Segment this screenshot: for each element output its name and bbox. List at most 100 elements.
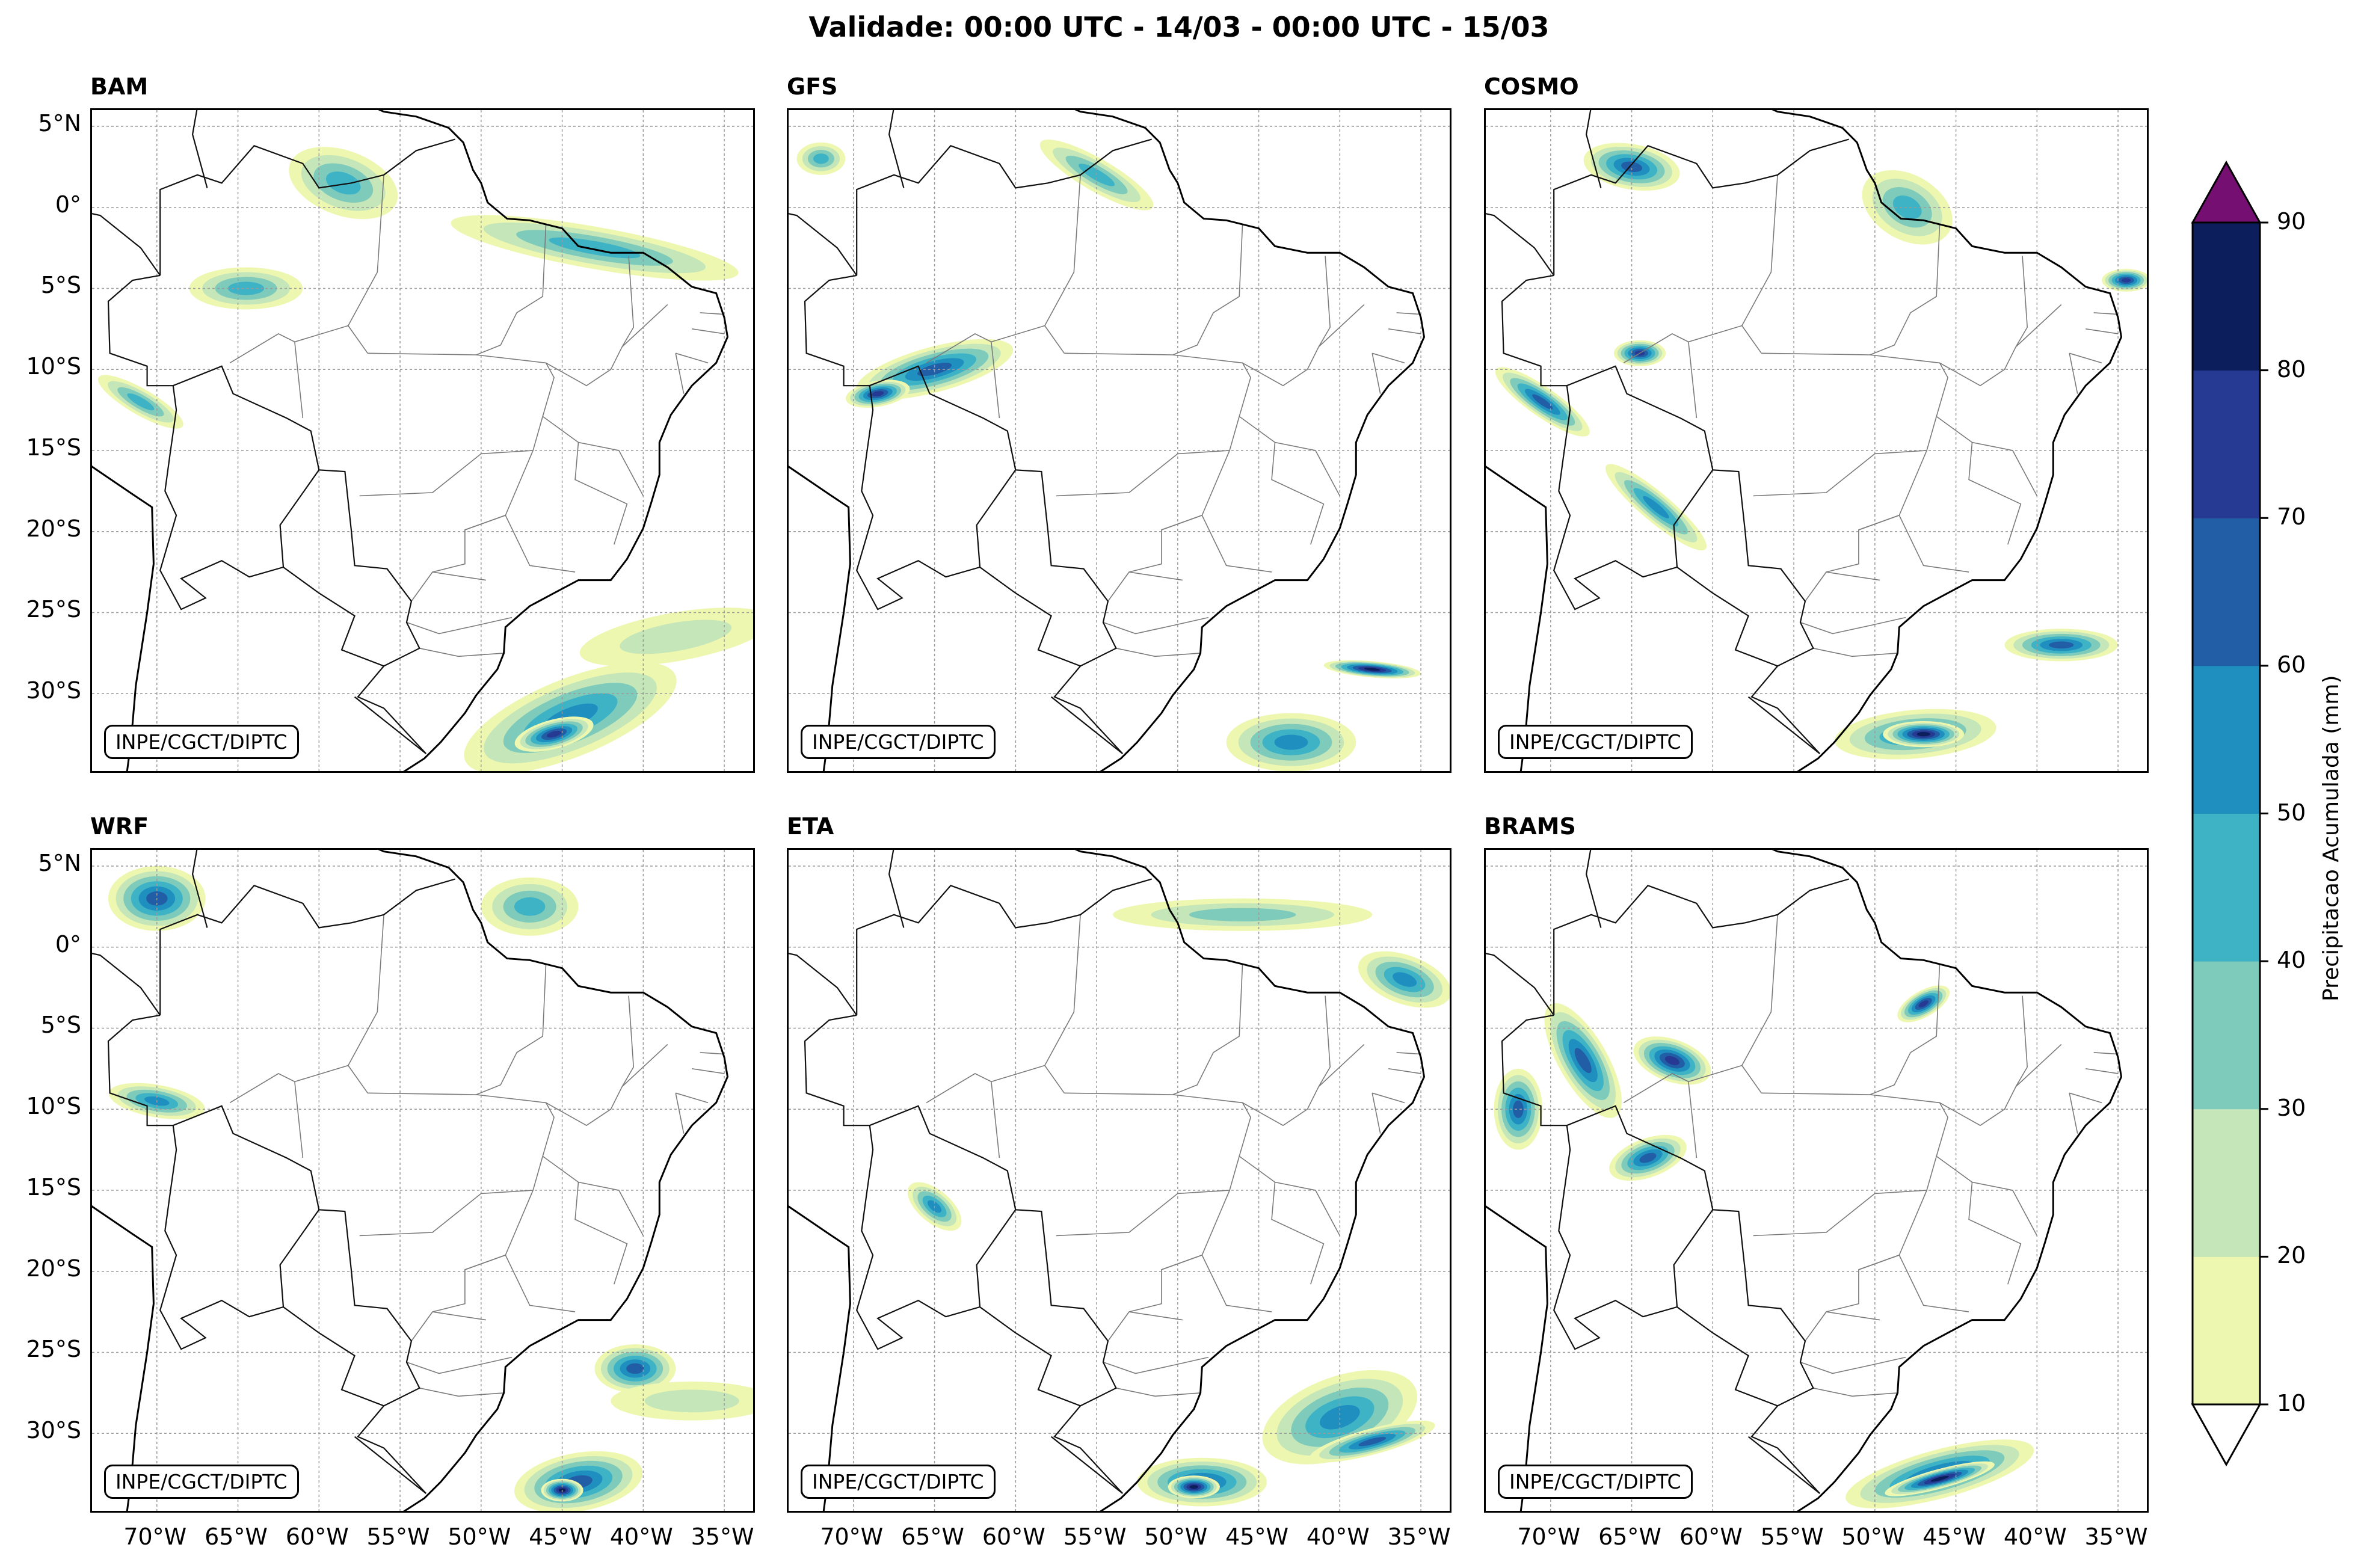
- state-border: [1371, 1092, 1405, 1104]
- state-border: [406, 616, 513, 635]
- lat-tick-label: 25°S: [26, 596, 81, 623]
- state-border: [2086, 1068, 2119, 1074]
- lat-tick-label: 15°S: [26, 1173, 81, 1201]
- country-border: [856, 386, 1017, 610]
- state-border: [1271, 1182, 1325, 1285]
- coastline: [1074, 850, 1426, 1511]
- precip-cell-2-level-5: [2049, 641, 2074, 649]
- state-border: [229, 174, 384, 364]
- credit-label: INPE/CGCT/DIPTC: [801, 725, 996, 759]
- precip-cell-1-level-7: [1930, 1475, 1949, 1482]
- precip-cell-1-level-7: [1916, 732, 1930, 737]
- country-border: [1486, 213, 1555, 276]
- state-border: [1128, 1311, 1183, 1321]
- coastline: [1486, 465, 1548, 771]
- state-border: [1826, 571, 1880, 581]
- colorbar-segment-60: [2193, 518, 2260, 666]
- precip-cell-5-level-3: [813, 153, 829, 164]
- state-border: [464, 514, 576, 573]
- state-border: [574, 442, 628, 545]
- precipitation-field: [796, 140, 1421, 771]
- lat-tick-label: 15°S: [26, 434, 81, 461]
- state-border: [1044, 1065, 1065, 1093]
- state-border: [1172, 963, 1243, 1095]
- state-border: [1116, 648, 1201, 657]
- lon-tick-label: 70°W: [820, 1523, 884, 1550]
- colorbar-segment-30: [2193, 961, 2260, 1110]
- map-canvas: [92, 850, 753, 1511]
- country-border: [1501, 274, 1821, 754]
- credit-label: INPE/CGCT/DIPTC: [801, 1465, 996, 1499]
- country-border: [1747, 1436, 1820, 1494]
- state-border: [1870, 223, 1941, 355]
- state-border: [1800, 1356, 1906, 1374]
- lat-tick-label: 0°: [55, 191, 81, 218]
- state-border: [1813, 1388, 1898, 1397]
- state-border: [1741, 325, 1762, 354]
- precip-cell-8-level-3: [1892, 195, 1922, 220]
- state-border: [1623, 914, 1778, 1104]
- state-border: [476, 223, 547, 355]
- state-border: [1271, 442, 1325, 545]
- map-canvas: [1486, 110, 2147, 771]
- panel-title-wrf: WRF: [90, 813, 149, 840]
- coastline: [1772, 850, 2123, 1511]
- country-border: [1553, 1125, 1714, 1350]
- state-border: [419, 1388, 504, 1397]
- state-border: [1805, 1190, 1927, 1342]
- country-border: [856, 1125, 1017, 1350]
- state-border: [1371, 353, 1381, 394]
- state-border: [2069, 1093, 2078, 1134]
- lon-tick-label: 70°W: [1517, 1523, 1581, 1550]
- lon-tick-label: 65°W: [901, 1523, 965, 1550]
- lon-tick-label: 60°W: [1679, 1523, 1743, 1550]
- country-border: [92, 953, 161, 1016]
- coastline: [1486, 1205, 1548, 1511]
- precip-cell-3-level-3: [514, 897, 546, 916]
- precip-cell-6-level-5: [1513, 1100, 1524, 1118]
- country-border: [804, 274, 1124, 754]
- country-border: [1553, 878, 1850, 1015]
- colorbar-segment-80: [2193, 223, 2260, 371]
- state-border: [926, 914, 1081, 1104]
- map-canvas: [1486, 850, 2147, 1511]
- state-border: [2069, 352, 2102, 364]
- state-border: [1939, 995, 2028, 1127]
- state-border: [621, 1044, 668, 1087]
- country-border: [1676, 1306, 1778, 1407]
- state-border: [1741, 1065, 1762, 1093]
- precip-cell-2-level-5: [1574, 1048, 1592, 1074]
- country-border: [354, 696, 426, 754]
- panel-title-cosmo: COSMO: [1484, 73, 1579, 100]
- country-border: [789, 953, 858, 1016]
- country-border: [1553, 138, 1850, 275]
- map-canvas: [92, 110, 753, 771]
- precip-cell-6-level-2: [1189, 908, 1296, 921]
- state-border: [1813, 648, 1898, 657]
- precipitation-field: [1494, 985, 2034, 1508]
- colorbar-tick-label: 30: [2277, 1094, 2306, 1121]
- lat-tick-label: 0°: [55, 930, 81, 958]
- map-panel-brams: INPE/CGCT/DIPTC: [1484, 848, 2149, 1513]
- state-border: [1056, 352, 1251, 497]
- colorbar-tick-label: 10: [2277, 1390, 2306, 1416]
- lon-tick-label: 50°W: [448, 1523, 511, 1550]
- state-border: [1107, 1190, 1230, 1342]
- panel-title-bam: BAM: [90, 73, 149, 100]
- state-border: [675, 352, 709, 364]
- lat-tick-label: 20°S: [26, 1255, 81, 1282]
- credit-label: INPE/CGCT/DIPTC: [1498, 1465, 1693, 1499]
- lon-tick-label: 70°W: [123, 1523, 187, 1550]
- state-border: [1753, 1092, 1948, 1237]
- credit-label: INPE/CGCT/DIPTC: [1498, 725, 1693, 759]
- colorbar-tick-label: 70: [2277, 503, 2306, 530]
- map-panel-gfs: INPE/CGCT/DIPTC: [787, 108, 1451, 773]
- state-border: [692, 328, 725, 334]
- precip-cell-2-level-4: [1320, 1404, 1360, 1430]
- country-border: [159, 386, 320, 610]
- state-border: [476, 963, 547, 1095]
- state-border: [2093, 312, 2119, 315]
- state-border: [1103, 1356, 1209, 1374]
- lon-tick-label: 60°W: [285, 1523, 349, 1550]
- colorbar-tick-label: 80: [2277, 355, 2306, 383]
